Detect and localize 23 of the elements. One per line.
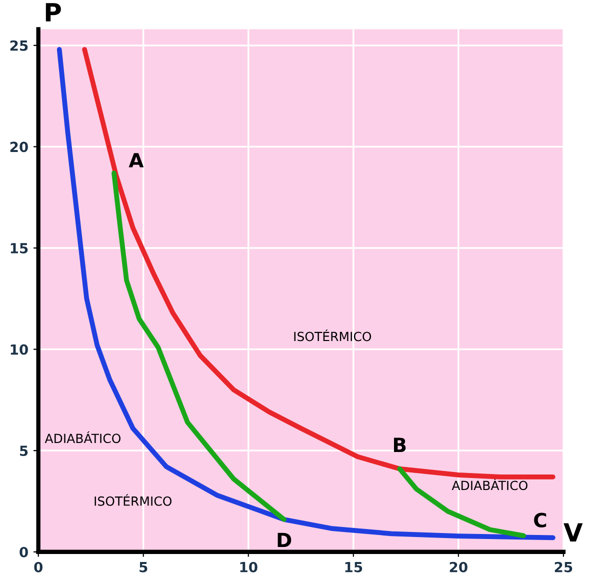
annotation: ADIABÁTICO bbox=[452, 478, 528, 490]
x-axis-title: V bbox=[564, 523, 583, 542]
y-tick-label: 0 bbox=[20, 546, 28, 558]
y-tick-label: 25 bbox=[10, 40, 28, 51]
annotation: C bbox=[534, 512, 546, 528]
x-tick-label: 15 bbox=[345, 562, 362, 572]
y-tick-label: 20 bbox=[10, 142, 28, 152]
annotation: ADIABÁTICO bbox=[44, 431, 121, 444]
x-tick-label: 25 bbox=[554, 562, 572, 572]
x-tick-label: 20 bbox=[450, 562, 468, 572]
y-tick-label: 15 bbox=[10, 243, 28, 254]
annotation: ISOTÉRMICO bbox=[294, 329, 372, 342]
annotation: B bbox=[394, 438, 406, 452]
x-tick-label: 0 bbox=[34, 562, 43, 572]
x-tick-label: 10 bbox=[240, 562, 258, 572]
y-axis-title: P bbox=[46, 3, 61, 22]
annotation: ISOTÉRMICO bbox=[94, 494, 172, 506]
y-tick-label: 5 bbox=[20, 446, 28, 456]
annotation: A bbox=[128, 153, 144, 168]
line-series bbox=[397, 466, 526, 538]
x-tick-label: 5 bbox=[140, 562, 148, 572]
annotation: D bbox=[278, 532, 292, 548]
y-tick-label: 10 bbox=[10, 344, 28, 355]
